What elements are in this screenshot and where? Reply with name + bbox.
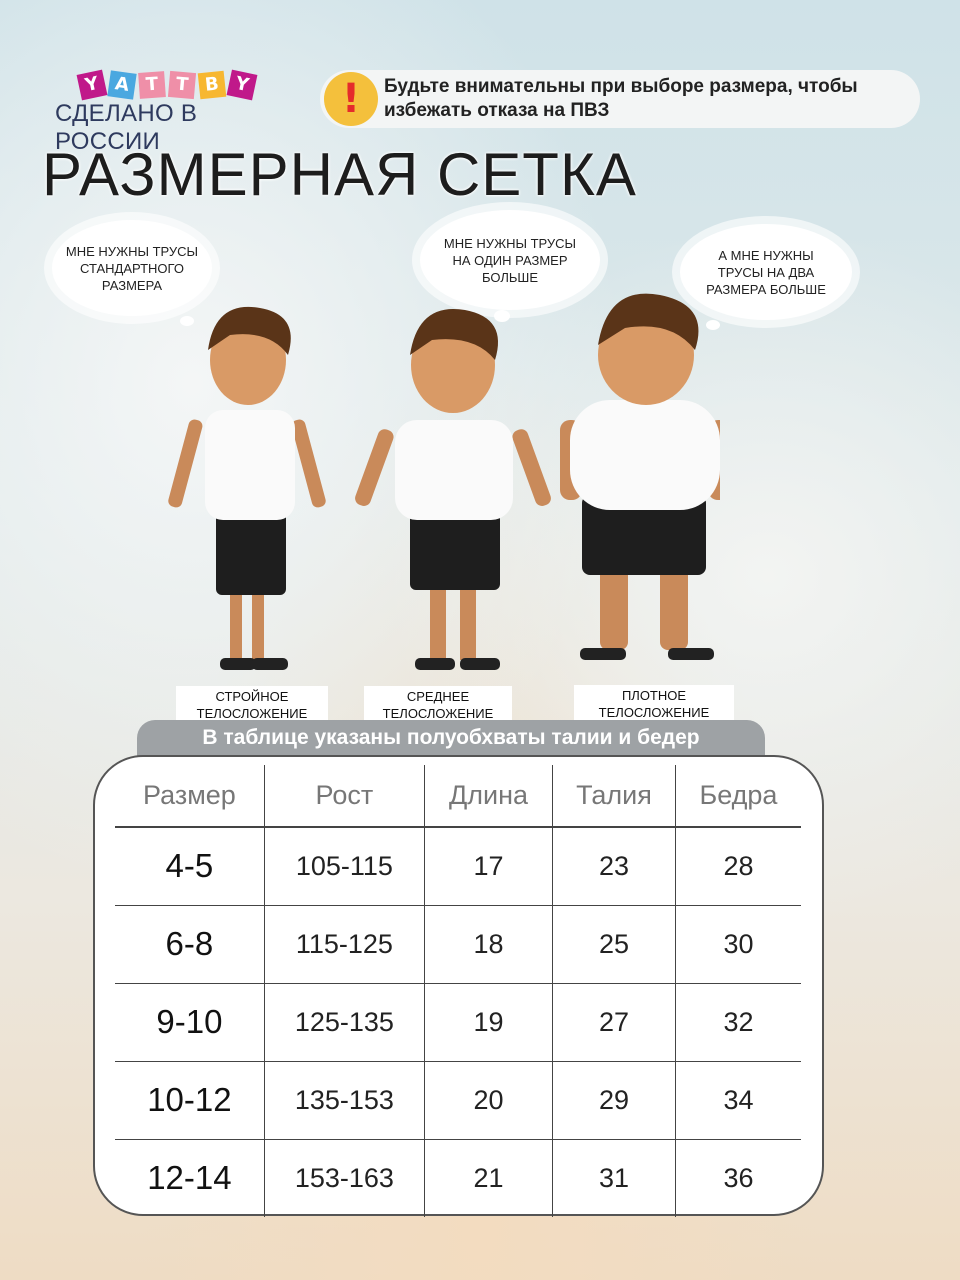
header-height: Рост bbox=[263, 765, 425, 828]
header-hips: Бедра bbox=[674, 765, 801, 828]
bubble-dot bbox=[180, 316, 194, 326]
warning-text: Будьте внимательны при выборе размера, ч… bbox=[384, 76, 858, 121]
table-row: 4-5 105-115 17 23 28 bbox=[115, 827, 801, 906]
header-length: Длина bbox=[423, 765, 553, 828]
cell-length: 20 bbox=[423, 1061, 553, 1140]
logo-letter: Y bbox=[76, 69, 108, 101]
cell-size: 4-5 bbox=[115, 827, 265, 906]
table-note-banner: В таблице указаны полуобхваты талии и бе… bbox=[137, 720, 765, 756]
cell-size: 6-8 bbox=[115, 905, 265, 984]
cell-height: 125-135 bbox=[263, 983, 425, 1062]
cell-height: 105-115 bbox=[263, 827, 425, 906]
cell-size: 12-14 bbox=[147, 1159, 232, 1197]
header-size: Размер bbox=[115, 765, 265, 828]
bubble-dot bbox=[494, 310, 510, 322]
cell-waist: 31 bbox=[552, 1139, 676, 1217]
table-row: 10-12 135-153 20 29 34 bbox=[115, 1061, 801, 1140]
logo-letters: Y A T T B Y bbox=[76, 69, 305, 101]
cell-length: 21 bbox=[423, 1139, 553, 1217]
cell-waist: 29 bbox=[552, 1061, 676, 1140]
cell-height: 115-125 bbox=[263, 905, 425, 984]
table-row: 6-8 115-125 18 25 30 bbox=[115, 905, 801, 984]
body-type-label: СРЕДНЕЕ ТЕЛОСЛОЖЕНИЕ bbox=[364, 686, 512, 724]
plump-boy-figure bbox=[560, 293, 720, 660]
cell-size: 9-10 bbox=[115, 983, 265, 1062]
cell-height: 135-153 bbox=[263, 1061, 425, 1140]
warning-banner: ! Будьте внимательны при выборе размера,… bbox=[320, 70, 920, 128]
exclamation-icon: ! bbox=[324, 72, 378, 126]
cell-hips: 34 bbox=[674, 1061, 801, 1140]
cell-waist: 27 bbox=[552, 983, 676, 1062]
cell-length: 19 bbox=[423, 983, 553, 1062]
table-row: 12-14 153-163 21 31 36 bbox=[115, 1139, 801, 1217]
size-table: Размер Рост Длина Талия Бедра 4-5 105-115… bbox=[93, 755, 824, 1217]
bubble-dot bbox=[706, 320, 720, 330]
thought-bubble: МНЕ НУЖНЫ ТРУСЫ СТАНДАРТНОГО РАЗМЕРА bbox=[52, 220, 212, 316]
table-header-row: Размер Рост Длина Талия Бедра bbox=[115, 765, 801, 828]
header-waist: Талия bbox=[552, 765, 676, 828]
cell-length: 18 bbox=[423, 905, 553, 984]
cell-hips: 30 bbox=[674, 905, 801, 984]
cell-hips: 36 bbox=[674, 1139, 801, 1217]
logo-letter: A bbox=[107, 70, 137, 100]
body-type-label: ПЛОТНОЕ ТЕЛОСЛОЖЕНИЕ bbox=[574, 685, 734, 723]
brand-logo: Y A T T B Y СДЕЛАНО В РОССИИ bbox=[55, 69, 305, 156]
logo-letter: T bbox=[138, 71, 166, 99]
cell-hips: 32 bbox=[674, 983, 801, 1062]
cell-waist: 25 bbox=[552, 905, 676, 984]
thought-bubble: А МНЕ НУЖНЫ ТРУСЫ НА ДВА РАЗМЕРА БОЛЬШЕ bbox=[680, 224, 852, 320]
table-row: 9-10 125-135 19 27 32 bbox=[115, 983, 801, 1062]
medium-boy-figure bbox=[355, 308, 551, 670]
cell-length: 17 bbox=[423, 827, 553, 906]
cell-waist: 23 bbox=[552, 827, 676, 906]
logo-tagline: СДЕЛАНО В РОССИИ bbox=[55, 100, 198, 155]
logo-letter: T bbox=[167, 70, 197, 100]
body-type-label: СТРОЙНОЕ ТЕЛОСЛОЖЕНИЕ bbox=[176, 686, 328, 724]
cell-height: 153-163 bbox=[263, 1139, 425, 1217]
thought-bubble: МНЕ НУЖНЫ ТРУСЫ НА ОДИН РАЗМЕР БОЛЬШЕ bbox=[420, 210, 600, 310]
logo-letter: B bbox=[197, 70, 227, 100]
kids-illustration bbox=[168, 293, 720, 670]
cell-size: 10-12 bbox=[115, 1061, 265, 1140]
logo-letter: Y bbox=[226, 69, 258, 101]
cell-hips: 28 bbox=[674, 827, 801, 906]
slim-boy-figure bbox=[168, 306, 326, 670]
page-title: РАЗМЕРНАЯ СЕТКА bbox=[42, 141, 637, 208]
